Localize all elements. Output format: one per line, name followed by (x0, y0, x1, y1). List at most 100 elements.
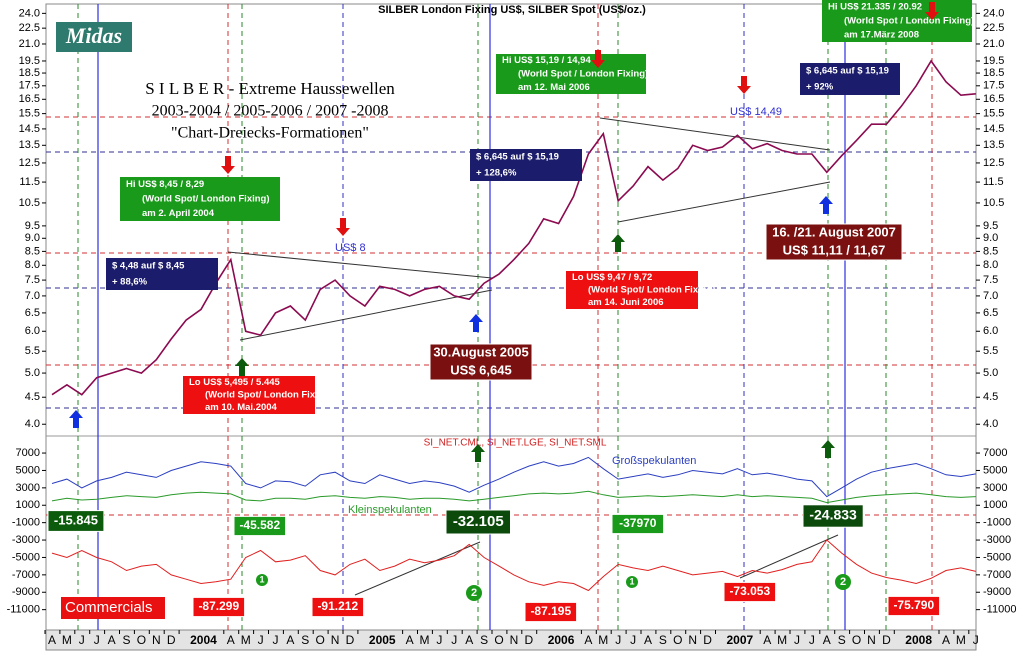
x-tick-label: M (956, 633, 966, 647)
value-text: -73.053 (729, 584, 770, 598)
x-tick-label: D (346, 633, 355, 647)
annotation-text: am 14. Juni 2006 (588, 297, 664, 308)
x-tick-label: O (137, 633, 146, 647)
x-tick-label: J (615, 633, 621, 647)
marker-circle (466, 585, 482, 601)
x-tick-label: S (480, 633, 488, 647)
y-tick-label: -1000 (983, 517, 1011, 529)
x-tick-label: A (406, 633, 414, 647)
y-tick-label: 13.5 (983, 139, 1004, 151)
marker-circle (626, 576, 638, 588)
y-tick-label: 24.0 (983, 7, 1004, 19)
x-tick-label: S (301, 633, 309, 647)
y-tick-label: 16.5 (983, 93, 1004, 105)
y-tick-label: 17.5 (19, 80, 40, 92)
series-label-box (61, 597, 165, 619)
value-text: -87.195 (530, 604, 571, 618)
y-tick-label: 1000 (983, 499, 1007, 511)
panel-title: SI_NET.CML, SI_NET.LGE, SI_NET.SML (424, 438, 607, 449)
value-text: -32.105 (453, 513, 504, 530)
value-text-box (611, 513, 665, 535)
y-tick-label: 1000 (16, 499, 40, 511)
annotation-text: US$ 6,645 (450, 362, 511, 377)
arrow (925, 2, 939, 20)
y-tick-label: 15.5 (983, 108, 1004, 120)
annotation-text: (World Spot/ London Fixing) (588, 285, 716, 296)
annotation-box (470, 149, 582, 181)
annotation-box (822, 0, 972, 42)
y-tick-label: -5000 (12, 551, 40, 563)
y-tick-label: 8.5 (25, 245, 40, 257)
value-text-box (445, 509, 511, 535)
annotation-text: (World Spot / London Fixing) (518, 69, 648, 80)
x-tick-label: S (122, 633, 130, 647)
x-tick-label: N (331, 633, 340, 647)
y-tick-label: 4.5 (25, 391, 40, 403)
annotation-text: am 2. April 2004 (142, 208, 215, 219)
annotation-text: $ 6,645 auf $ 15,19 (476, 152, 559, 163)
marker-label: 1 (629, 576, 634, 586)
y-tick-label: 10.5 (983, 197, 1004, 209)
y-tick-label: 5.0 (25, 367, 40, 379)
x-tick-label: A (286, 633, 294, 647)
annotation-text: US$ 11,11 / 11,67 (783, 242, 886, 257)
y-tick-label: 15.5 (19, 108, 40, 120)
y-tick-label: 19.5 (19, 55, 40, 67)
x-tick-label: M (241, 633, 251, 647)
x-tick-label: J (79, 633, 85, 647)
annotation-box (496, 54, 646, 94)
y-tick-label: 9.0 (983, 232, 998, 244)
y-tick-label: 9.0 (25, 232, 40, 244)
marker-label: 2 (840, 576, 846, 588)
y-tick-label: 9.5 (983, 220, 998, 232)
x-tick-label: M (420, 633, 430, 647)
y-tick-label: -3000 (12, 534, 40, 546)
marker-circle (835, 574, 851, 590)
y-tick-label: 6.0 (25, 325, 40, 337)
heading: "Chart-Dreiecks-Formationen" (171, 125, 369, 142)
arrow (336, 218, 350, 236)
y-tick-label: 7000 (16, 447, 40, 459)
y-tick-label: 4.0 (25, 418, 40, 430)
x-tick-label: J (809, 633, 815, 647)
annotation-text: 16. /21. August 2007 (772, 224, 896, 239)
arrow (819, 196, 833, 214)
x-tick-label: D (167, 633, 176, 647)
y-tick-label: 7.5 (983, 274, 998, 286)
annotation-note: US$ 14,49 (730, 106, 782, 118)
annotation-text: $ 6,645 auf $ 15,19 (806, 66, 889, 77)
x-tick-label: A (48, 633, 56, 647)
x-tick-label: M (62, 633, 72, 647)
y-tick-label: 5.5 (25, 345, 40, 357)
arrow (235, 358, 249, 376)
y-tick-label: 5.0 (983, 367, 998, 379)
y-tick-label: -1000 (12, 517, 40, 529)
y-tick-label: -9000 (12, 586, 40, 598)
x-tick-label: J (94, 633, 100, 647)
y-tick-label: 6.5 (983, 307, 998, 319)
y-tick-label: 7.0 (25, 290, 40, 302)
y-tick-label: 21.0 (983, 38, 1004, 50)
y-tick-label: -3000 (983, 534, 1011, 546)
value-text: -24.833 (809, 507, 857, 523)
x-tick-label: N (867, 633, 876, 647)
x-tick-label: J (630, 633, 636, 647)
x-tick-label: O (316, 633, 325, 647)
x-tick-label: D (882, 633, 891, 647)
annotation-box (429, 343, 533, 381)
value-text: -75.790 (893, 598, 934, 612)
y-tick-label: 24.0 (19, 7, 40, 19)
x-tick-label: J (436, 633, 442, 647)
x-tick-label: O (673, 633, 682, 647)
annotation-text: (World Spot/ London Fixing) (205, 390, 333, 401)
x-tick-label: N (688, 633, 697, 647)
y-tick-label: 14.5 (983, 123, 1004, 135)
y-tick-label: 22.5 (19, 22, 40, 34)
arrow (69, 410, 83, 428)
x-tick-label: J (973, 633, 979, 647)
x-tick-label: A (465, 633, 473, 647)
annotation-text: Hi US$ 15,19 / 14,94 (502, 55, 591, 66)
y-tick-label: -11000 (983, 604, 1016, 616)
